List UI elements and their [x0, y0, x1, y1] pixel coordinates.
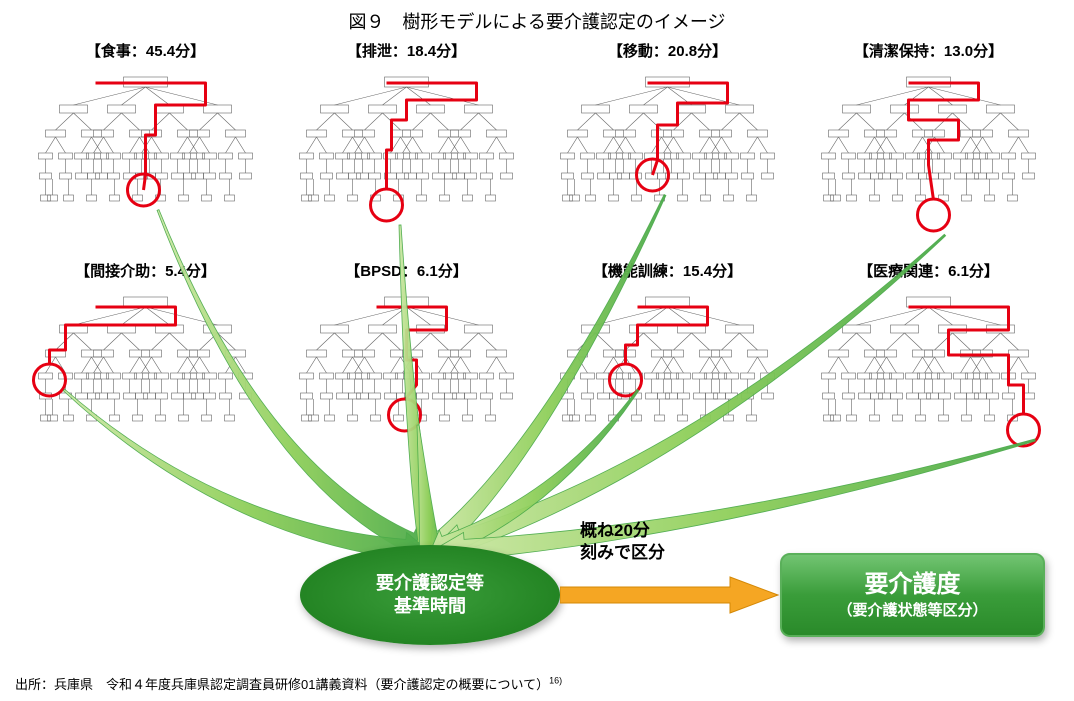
- tree-label-3: 【清潔保持：13.0分】: [803, 40, 1054, 61]
- result-box: 要介護度 （要介護状態等区分）: [780, 553, 1045, 637]
- figure-title: 図９ 樹形モデルによる要介護認定のイメージ: [0, 0, 1074, 34]
- trees-grid: 【食事：45.4分】 【排泄：18.4分】 【移動：20.8分】 【清潔保持：1…: [20, 40, 1054, 470]
- tree-label-7: 【医療関連：6.1分】: [803, 260, 1054, 281]
- tree-cell-4: 【間接介助：5.4分】: [20, 260, 271, 470]
- tree-label-2: 【移動：20.8分】: [542, 40, 793, 61]
- tree-label-6: 【機能訓練：15.4分】: [542, 260, 793, 281]
- tree-cell-5: 【BPSD：6.1分】: [281, 260, 532, 470]
- tree-cell-0: 【食事：45.4分】: [20, 40, 271, 250]
- tree-cell-3: 【清潔保持：13.0分】: [803, 40, 1054, 250]
- center-ellipse-line1: 要介護認定等: [376, 572, 484, 595]
- annotation-line1: 概ね20分: [580, 520, 665, 542]
- annotation-text: 概ね20分 刻みで区分: [580, 520, 665, 564]
- tree-label-5: 【BPSD：6.1分】: [281, 260, 532, 281]
- source-ref: 16): [549, 676, 562, 686]
- annotation-line2: 刻みで区分: [580, 542, 665, 564]
- source-text: 出所：兵庫県 令和４年度兵庫県認定調査員研修01講義資料（要介護認定の概要につい…: [15, 677, 549, 692]
- tree-label-1: 【排泄：18.4分】: [281, 40, 532, 61]
- center-ellipse: 要介護認定等 基準時間: [300, 545, 560, 645]
- tree-label-0: 【食事：45.4分】: [20, 40, 271, 61]
- center-ellipse-line2: 基準時間: [394, 595, 466, 618]
- tree-cell-6: 【機能訓練：15.4分】: [542, 260, 793, 470]
- result-box-line2: （要介護状態等区分）: [837, 601, 987, 621]
- tree-cell-1: 【排泄：18.4分】: [281, 40, 532, 250]
- tree-cell-2: 【移動：20.8分】: [542, 40, 793, 250]
- source-citation: 出所：兵庫県 令和４年度兵庫県認定調査員研修01講義資料（要介護認定の概要につい…: [15, 674, 562, 693]
- result-box-line1: 要介護度: [865, 569, 961, 601]
- orange-arrow: [560, 575, 780, 615]
- tree-label-4: 【間接介助：5.4分】: [20, 260, 271, 281]
- tree-cell-7: 【医療関連：6.1分】: [803, 260, 1054, 470]
